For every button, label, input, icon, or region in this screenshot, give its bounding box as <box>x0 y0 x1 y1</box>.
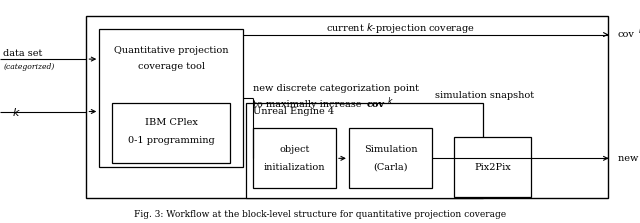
Text: $k$: $k$ <box>12 105 20 118</box>
Text: 0-1 programming: 0-1 programming <box>128 136 214 145</box>
Bar <box>246 103 483 198</box>
Text: Quantitative projection: Quantitative projection <box>114 46 228 55</box>
Bar <box>86 16 608 198</box>
Text: new discrete categorization point: new discrete categorization point <box>253 85 419 93</box>
Text: Fig. 3: Workflow at the block-level structure for quantitative projection covera: Fig. 3: Workflow at the block-level stru… <box>134 210 506 219</box>
Text: initialization: initialization <box>264 163 325 172</box>
Bar <box>112 103 230 163</box>
Text: to maximally increase: to maximally increase <box>253 100 364 109</box>
Text: (Carla): (Carla) <box>373 163 408 172</box>
Bar <box>454 137 531 197</box>
Text: IBM CPlex: IBM CPlex <box>145 118 198 127</box>
Text: $k$: $k$ <box>387 95 393 106</box>
Text: Simulation: Simulation <box>364 145 417 154</box>
Text: current $k$-projection coverage: current $k$-projection coverage <box>326 21 474 35</box>
Text: new data: new data <box>618 154 640 163</box>
Bar <box>349 128 432 188</box>
Text: (categorized): (categorized) <box>3 63 54 71</box>
Text: data set: data set <box>3 49 43 58</box>
Text: cov: cov <box>367 100 385 109</box>
Text: simulation snapshot: simulation snapshot <box>435 91 534 100</box>
Text: object: object <box>279 145 310 154</box>
Bar <box>99 29 243 167</box>
Text: Unreal Engine 4: Unreal Engine 4 <box>253 107 334 116</box>
Text: cov: cov <box>618 30 634 39</box>
Text: $k$: $k$ <box>638 24 640 35</box>
Text: Pix2Pix: Pix2Pix <box>474 163 511 172</box>
Text: coverage tool: coverage tool <box>138 62 205 71</box>
Bar <box>253 128 336 188</box>
